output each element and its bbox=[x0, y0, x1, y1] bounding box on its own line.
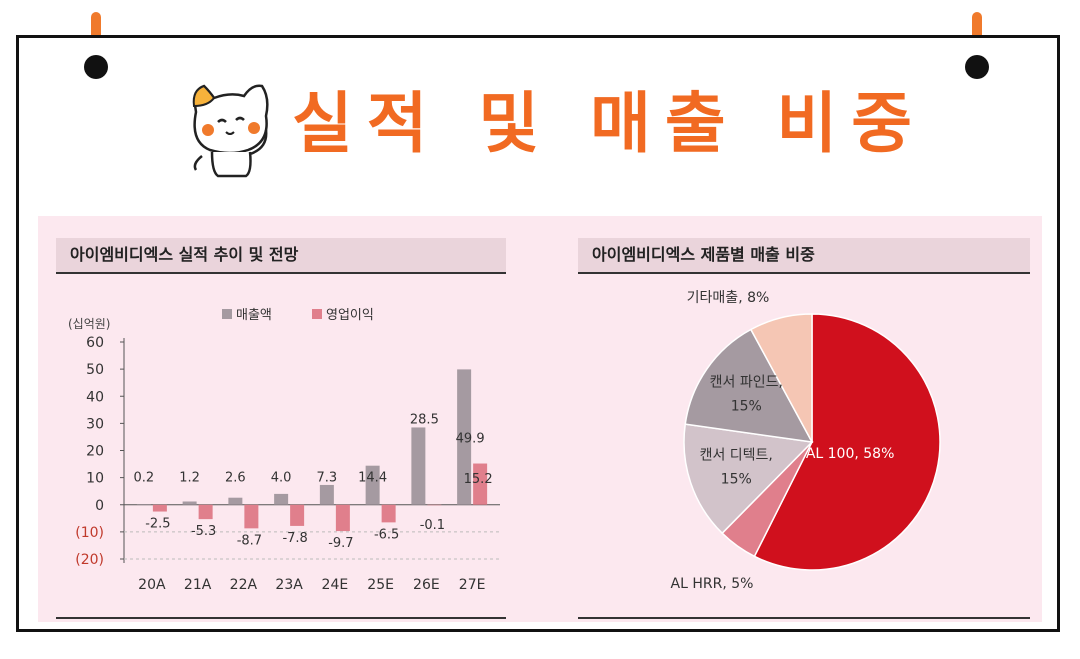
binder-hole-left bbox=[84, 55, 108, 79]
revenue-bar bbox=[319, 484, 334, 505]
pie-label-cancer-find: 캔서 파인드, bbox=[710, 374, 783, 390]
op-profit-bar bbox=[427, 504, 442, 506]
revenue-value-label: 7.3 bbox=[317, 471, 338, 486]
x-tick-label: 24E bbox=[322, 577, 349, 593]
revenue-value-label: 4.0 bbox=[271, 471, 292, 486]
op-profit-bar bbox=[335, 504, 350, 532]
page-title: 실적 및 매출 비중 bbox=[292, 85, 926, 162]
legend-swatch bbox=[312, 309, 322, 319]
revenue-value-label: 49.9 bbox=[456, 431, 485, 446]
op-profit-bar bbox=[381, 504, 396, 523]
revenue-bar bbox=[457, 369, 472, 505]
revenue-value-label: 28.5 bbox=[410, 412, 439, 427]
y-tick-label: 0 bbox=[95, 498, 104, 514]
pie-label-cancer-find-pct: 15% bbox=[731, 398, 762, 414]
x-tick-label: 27E bbox=[459, 577, 486, 593]
pie-label-cancer-detect-pct: 15% bbox=[721, 472, 752, 488]
right-section-divider bbox=[578, 617, 1030, 619]
binder-hole-right bbox=[965, 55, 989, 79]
op-profit-value-label: -2.5 bbox=[145, 517, 170, 532]
x-tick-label: 22A bbox=[230, 577, 258, 593]
op-profit-value-label: 15.2 bbox=[464, 472, 493, 487]
pie-label-al100: AL 100, 58% bbox=[806, 446, 895, 462]
pie-slice bbox=[683, 423, 814, 535]
op-profit-value-label: -7.8 bbox=[282, 531, 307, 546]
legend-label: 영업이익 bbox=[326, 308, 374, 323]
bar-chart: 60 50 40 30 20 10 0 (10) (20) 매출액 영업이익 0.2 -2.5 20A 1.… bbox=[75, 308, 500, 593]
x-tick-label: 20A bbox=[138, 577, 166, 593]
op-profit-bar bbox=[473, 463, 488, 505]
y-tick-label: 50 bbox=[86, 362, 104, 378]
revenue-bar bbox=[365, 465, 380, 505]
op-profit-bar bbox=[152, 504, 167, 512]
x-tick-label: 23A bbox=[275, 577, 303, 593]
left-section-title: 아이엠비디엑스 실적 추이 및 전망 bbox=[56, 238, 506, 274]
pie-label-cancer-detect: 캔서 디텍트, bbox=[700, 448, 773, 464]
legend-swatch bbox=[222, 309, 232, 319]
y-tick-label: 20 bbox=[86, 444, 104, 460]
legend-label: 매출액 bbox=[236, 308, 272, 323]
pie-label-other: 기타매출, 8% bbox=[687, 290, 770, 306]
op-profit-value-label: -5.3 bbox=[191, 524, 216, 539]
revenue-bar bbox=[136, 504, 151, 505]
content-panel: 아이엠비디엑스 실적 추이 및 전망 아이엠비디엑스 제품별 매출 비중 (십억… bbox=[38, 216, 1042, 622]
y-tick-label: (20) bbox=[75, 552, 104, 568]
unit-label: (십억원) bbox=[68, 317, 110, 331]
op-profit-value-label: -8.7 bbox=[237, 533, 262, 548]
pie-label-alhrr: AL HRR, 5% bbox=[671, 576, 754, 592]
revenue-value-label: 1.2 bbox=[179, 471, 200, 486]
pie-slice bbox=[684, 328, 814, 443]
x-tick-label: 26E bbox=[413, 577, 440, 593]
revenue-bar bbox=[228, 497, 243, 505]
op-profit-bar bbox=[198, 504, 213, 520]
revenue-value-label: 0.2 bbox=[134, 471, 155, 486]
op-profit-value-label: -9.7 bbox=[328, 536, 353, 551]
pie-chart: AL 100, 58% AL HRR, 5% 캔서 디텍트, 15% 캔서 파인드, 15… bbox=[671, 290, 941, 592]
op-profit-value-label: -0.1 bbox=[420, 518, 445, 533]
revenue-bar bbox=[182, 501, 197, 505]
x-tick-label: 21A bbox=[184, 577, 212, 593]
pie-slice bbox=[749, 313, 813, 443]
y-tick-label: 30 bbox=[86, 416, 104, 432]
y-tick-label: (10) bbox=[75, 525, 104, 541]
revenue-bar bbox=[411, 427, 426, 505]
revenue-value-label: 2.6 bbox=[225, 471, 246, 486]
pie-slice bbox=[753, 313, 941, 571]
y-tick-label: 10 bbox=[86, 471, 104, 487]
x-tick-label: 25E bbox=[367, 577, 394, 593]
chart-legend: 매출액 영업이익 bbox=[222, 308, 374, 323]
right-section-title: 아이엠비디엑스 제품별 매출 비중 bbox=[578, 238, 1030, 274]
revenue-bar bbox=[274, 493, 289, 505]
revenue-value-label: 14.4 bbox=[358, 471, 387, 486]
cat-mascot-icon bbox=[192, 84, 269, 178]
y-tick-label: 60 bbox=[86, 335, 104, 351]
charts-canvas: (십억원) 60 50 40 30 20 10 0 (10) (20) 매출액 영업이익 0.2 -2.… bbox=[68, 290, 941, 593]
op-profit-value-label: -6.5 bbox=[374, 527, 399, 542]
op-profit-bar bbox=[244, 504, 259, 529]
left-section-divider bbox=[56, 617, 506, 619]
y-tick-label: 40 bbox=[86, 389, 104, 405]
op-profit-bar bbox=[290, 504, 305, 526]
